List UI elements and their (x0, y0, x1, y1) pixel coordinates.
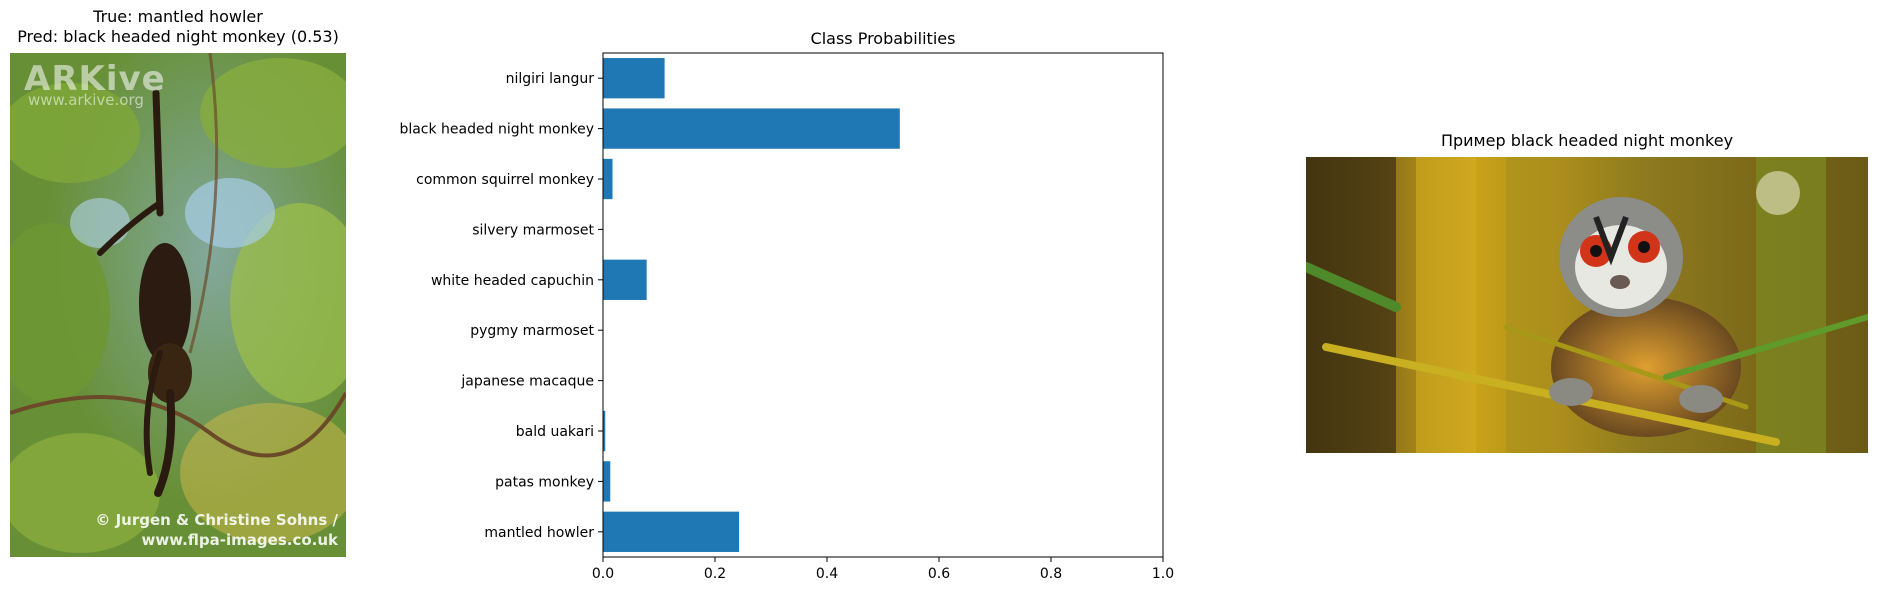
x-tick-label: 0.6 (928, 566, 950, 582)
x-tick-label: 0.2 (704, 566, 726, 582)
y-tick-label: white headed capuchin (431, 273, 594, 289)
left-panel-title: True: mantled howler Pred: black headed … (0, 7, 356, 47)
bar (603, 58, 665, 99)
y-tick-label: nilgiri langur (506, 71, 595, 87)
y-tick-label: mantled howler (484, 525, 594, 541)
bar (603, 461, 611, 502)
y-tick-label: pygmy marmoset (470, 323, 594, 339)
y-tick-label: silvery marmoset (472, 222, 594, 238)
bar (603, 158, 613, 200)
photo-credit-line2: www.flpa-images.co.uk (141, 531, 339, 549)
chart-layer: Class Probabilities nilgiri langur black h… (399, 29, 1174, 582)
bar (603, 108, 900, 149)
chart-title: Class Probabilities (811, 29, 956, 48)
bar (603, 259, 647, 300)
y-tick-label: japanese macaque (460, 374, 594, 390)
predicted-label: Pred: black headed night monkey (0.53) (17, 27, 339, 46)
plot-frame (602, 52, 1164, 558)
y-tick-label: bald uakari (516, 424, 594, 440)
query-monkey-photo: ARKive www.arkive.org © Jurgen & Christi… (10, 53, 346, 557)
x-tick-label: 1.0 (1152, 566, 1174, 582)
example-monkey-photo (1306, 157, 1868, 453)
example-photo-title: Пример black headed night monkey (1440, 131, 1734, 150)
true-label: True: mantled howler (93, 7, 263, 26)
photo-credit-line1: © Jurgen & Christine Sohns / (95, 511, 338, 529)
y-tick-label: black headed night monkey (399, 122, 594, 138)
jungle-photo-illustration (10, 53, 346, 557)
bar (603, 511, 740, 552)
arkive-logo-watermark: ARKive (24, 59, 166, 99)
x-tick-label: 0.4 (816, 566, 838, 582)
y-tick-label: patas monkey (495, 474, 594, 490)
night-monkey-photo-illustration (1306, 157, 1868, 453)
y-tick-label: common squirrel monkey (416, 172, 594, 188)
bar (603, 410, 606, 452)
x-tick-label: 0.0 (592, 566, 614, 582)
x-tick-label: 0.8 (1040, 566, 1062, 582)
arkive-site-watermark: www.arkive.org (28, 91, 144, 109)
